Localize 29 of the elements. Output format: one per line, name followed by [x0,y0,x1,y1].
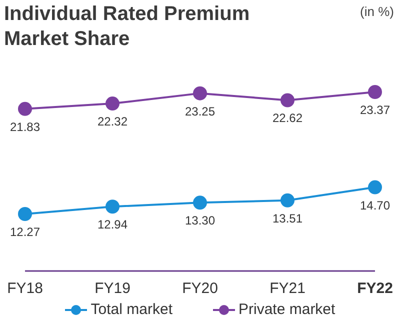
data-label: 12.27 [10,225,40,239]
data-label: 13.51 [272,211,303,226]
point [280,93,294,108]
x-tick-label: FY21 [270,280,306,297]
point [106,96,120,111]
point [280,193,294,208]
point [18,207,32,221]
x-tick-label: FY20 [182,280,218,297]
data-label: 12.94 [97,218,128,232]
text: (in %) [360,4,394,19]
x-tick-label: FY18 [7,280,43,297]
legend-label: Private market [238,301,336,318]
data-label: 14.70 [360,198,390,212]
x-tick-label: FY22 [357,280,393,297]
data-label: 23.37 [360,103,390,117]
legend-label: Total market [90,301,172,318]
data-label: 22.32 [97,114,128,129]
chart-title: Individual Rated Premium Market Share [4,2,251,52]
x-tick-label: FY19 [94,280,130,297]
data-label: 23.25 [184,104,216,118]
data-label: 22.62 [272,111,303,126]
point [193,196,207,210]
point [18,102,32,116]
point [193,86,207,100]
point [106,200,120,214]
data-label: 21.83 [10,120,40,134]
data-label: 13.30 [184,214,216,228]
point [368,85,382,99]
point [368,180,382,194]
